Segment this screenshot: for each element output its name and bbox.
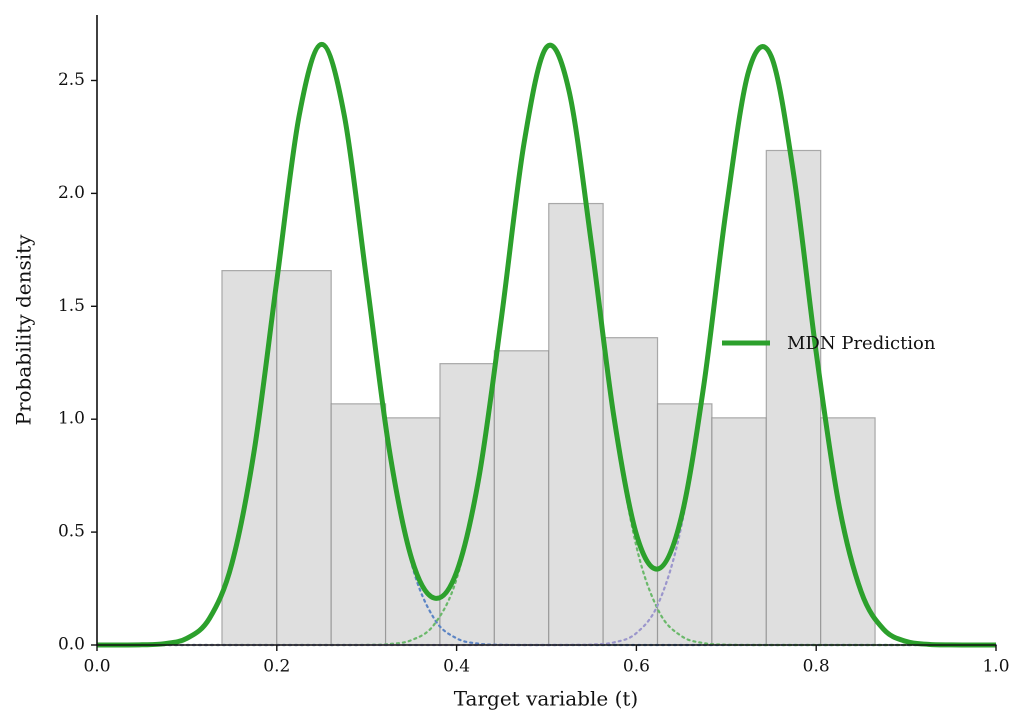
x-tick-label: 0.6 [623, 657, 650, 677]
histogram-bar [276, 270, 332, 646]
y-axis-label: Probability density [12, 234, 36, 426]
legend-label: MDN Prediction [787, 333, 936, 354]
x-tick-label: 0.4 [443, 657, 470, 677]
legend: MDN Prediction [722, 333, 936, 354]
histogram-bar [330, 403, 387, 646]
histogram-bar [711, 417, 767, 646]
histogram-bar [765, 149, 822, 646]
axes: 0.0 0.2 0.4 0.6 0.8 1.0 0.0 0.5 1.0 1.5 2.0 2.5 [58, 15, 1010, 677]
x-tick-label: 0.2 [263, 657, 290, 677]
y-tick-label: 2.5 [58, 70, 85, 90]
y-tick-label: 2.0 [58, 183, 85, 203]
x-tick-label: 1.0 [982, 657, 1009, 677]
histogram [221, 149, 876, 646]
y-tick-label: 0.5 [58, 522, 85, 542]
y-tick-label: 1.5 [58, 296, 85, 316]
y-tick-label: 0.0 [58, 635, 85, 655]
x-axis-label: Target variable (t) [454, 687, 638, 711]
histogram-bar [493, 350, 550, 646]
y-tick-label: 1.0 [58, 409, 85, 429]
histogram-bar [656, 403, 713, 646]
x-tick-label: 0.0 [83, 657, 110, 677]
x-tick-label: 0.8 [803, 657, 830, 677]
prediction-line [96, 41, 997, 648]
histogram-bar [384, 417, 441, 646]
